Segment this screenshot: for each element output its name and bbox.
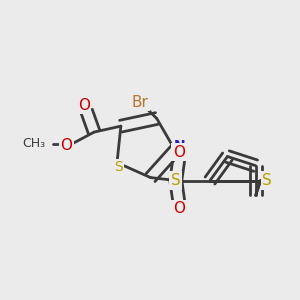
Text: O: O	[78, 98, 90, 113]
Text: N: N	[174, 139, 185, 153]
Text: S: S	[171, 173, 181, 188]
Text: O: O	[173, 145, 185, 160]
Text: O: O	[173, 201, 185, 216]
Text: CH₃: CH₃	[22, 137, 45, 151]
Text: S: S	[114, 160, 123, 174]
Text: O: O	[61, 138, 73, 153]
Text: Br: Br	[132, 95, 149, 110]
Text: S: S	[262, 173, 272, 188]
